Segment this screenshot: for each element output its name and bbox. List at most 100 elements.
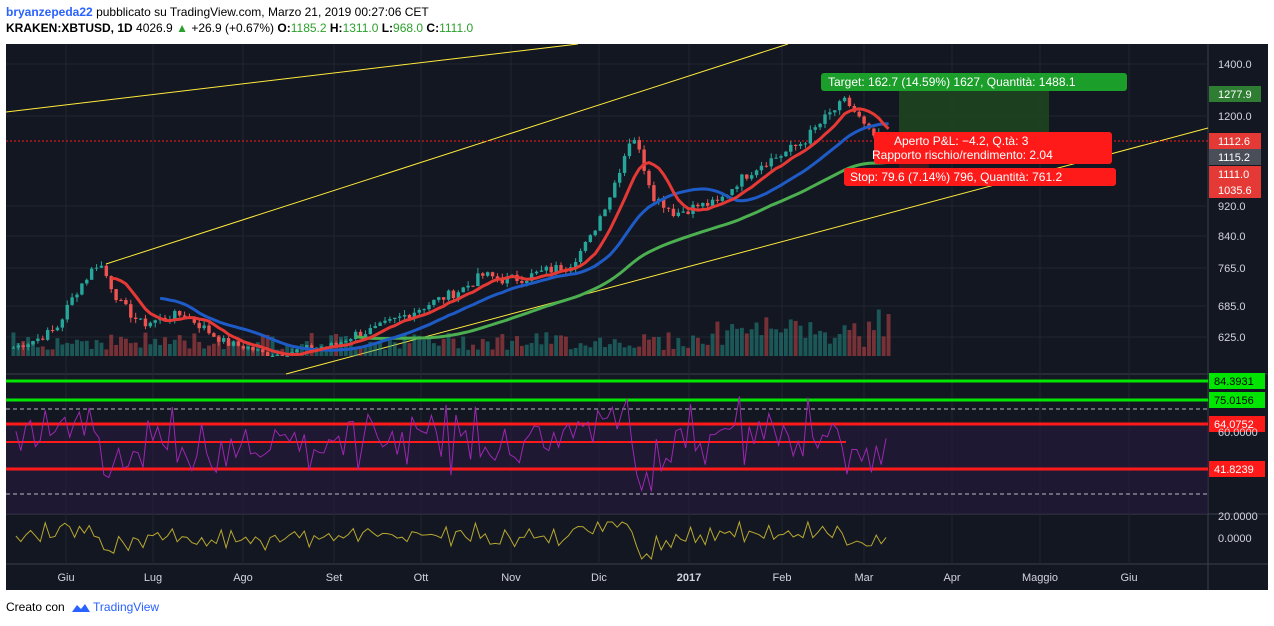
target-zone[interactable] — [899, 88, 1049, 140]
candle-body — [221, 338, 226, 342]
price-tick-label: 840.0 — [1218, 231, 1246, 243]
volume-bar — [754, 322, 759, 356]
volume-bar — [788, 319, 793, 356]
time-tick-label: Maggio — [1022, 572, 1058, 584]
high-label: H: — [329, 21, 343, 35]
candle-body — [138, 318, 143, 320]
volume-bar — [544, 332, 549, 356]
low-label: L: — [381, 21, 394, 35]
candle-body — [456, 292, 461, 299]
candle-body — [466, 285, 470, 288]
candle-body — [451, 290, 456, 299]
candle-body — [798, 144, 803, 146]
time-tick-label: Ott — [414, 572, 429, 584]
candle-body — [686, 211, 690, 214]
author-link[interactable]: bryanzepeda22 — [6, 5, 93, 19]
candle-body — [192, 317, 197, 323]
volume-bar — [827, 343, 832, 356]
candle-body — [368, 328, 373, 335]
volume-bar — [89, 348, 94, 356]
volume-bar — [158, 345, 163, 356]
price-axis-badges: 1277.9 1112.6 1115.2 1111.0 1035.6 — [1209, 86, 1261, 198]
volume-bar — [651, 337, 656, 356]
candle-body — [505, 276, 509, 284]
candle-body — [383, 320, 387, 323]
time-tick-label: Giu — [57, 572, 74, 584]
candle-body — [661, 199, 666, 208]
candle-body — [608, 197, 612, 210]
candle-body — [305, 345, 309, 349]
volume-bar — [383, 349, 387, 356]
low-value: 968.0 — [393, 21, 424, 35]
price-badge: 1112.6 — [1209, 133, 1261, 149]
candle-body — [642, 149, 646, 171]
volume-bar — [559, 335, 563, 356]
oscillator-axis-label: 0.0000 — [1218, 533, 1252, 545]
candle-body — [539, 270, 544, 272]
price-axis-ticks: 1400.0 1200.0 920.0 840.0 765.0 685.0 625.0 — [1218, 59, 1252, 344]
volume-bar — [519, 345, 524, 356]
candle-body — [11, 347, 16, 349]
candle-body — [476, 273, 480, 287]
high-value: 1311.0 — [342, 21, 379, 35]
candle-body — [637, 140, 641, 150]
volume-bar — [221, 349, 226, 356]
volume-bar — [148, 344, 153, 356]
pl-label[interactable]: Aperto P&L: −4.2, Q.tà: 3 Rapporto risch… — [872, 132, 1112, 164]
volume-bar — [769, 328, 774, 356]
candle-body — [529, 273, 534, 281]
candle-body — [275, 354, 280, 356]
volume-bar — [578, 343, 583, 356]
rsi-level-badge — [1209, 392, 1265, 408]
volume-bar — [627, 345, 632, 356]
rsi-level-label: 75.0156 — [1214, 395, 1254, 407]
volume-bar — [705, 344, 710, 356]
candle-body — [622, 156, 627, 173]
chart-canvas[interactable]: 1400.0 1200.0 920.0 840.0 765.0 685.0 625.0 12… — [6, 44, 1268, 592]
up-arrow-icon: ▲ — [176, 21, 188, 35]
volume-bar — [720, 344, 725, 356]
volume-bar — [710, 333, 715, 356]
candle-body — [588, 235, 593, 242]
rsi-levels[interactable]: 84.3931 75.0156 64.0752 41.8239 60.0000 — [6, 373, 1265, 477]
volume-bar — [505, 349, 510, 356]
tradingview-link[interactable]: TradingView — [93, 600, 160, 614]
candle-body — [60, 319, 65, 328]
candle-body — [349, 339, 353, 342]
candle-body — [666, 207, 671, 209]
candle-body — [818, 123, 822, 128]
volume-bar — [216, 335, 221, 356]
target-label[interactable]: Target: 162.7 (14.59%) 1627, Quantità: 1… — [821, 73, 1127, 91]
trendline-middle[interactable] — [105, 44, 789, 265]
candle-body — [578, 250, 583, 262]
candle-body — [710, 199, 715, 206]
candle-body — [251, 346, 255, 351]
volume-bar — [192, 333, 197, 356]
time-tick-label: Giu — [1120, 572, 1137, 584]
volume-bar — [187, 348, 192, 356]
time-tick-label: Feb — [773, 572, 792, 584]
volume-bar — [109, 334, 114, 356]
trendline-upper[interactable] — [6, 44, 579, 113]
candle-body — [701, 202, 705, 207]
ma-long-line — [355, 160, 889, 341]
volume-bar — [603, 347, 607, 356]
candle-body — [705, 202, 710, 206]
stop-label[interactable]: Stop: 79.6 (7.14%) 796, Quantità: 761.2 — [844, 168, 1116, 186]
time-tick-label: Set — [326, 572, 343, 584]
volume-bar — [764, 317, 769, 356]
volume-bar — [695, 337, 700, 356]
volume-bar — [84, 340, 89, 356]
rsi-line — [15, 396, 887, 493]
price-badge-label: 1277.9 — [1218, 89, 1252, 101]
volume-bar — [123, 338, 128, 356]
candle-body — [617, 172, 622, 183]
rsi-level-label: 41.8239 — [1214, 464, 1254, 476]
volume-bar — [236, 339, 241, 356]
volume-bar — [446, 332, 451, 356]
candle-body — [833, 110, 837, 113]
candle-body — [226, 338, 231, 346]
volume-bar — [735, 328, 739, 356]
candle-body — [823, 114, 827, 124]
volume-bar — [368, 341, 373, 356]
